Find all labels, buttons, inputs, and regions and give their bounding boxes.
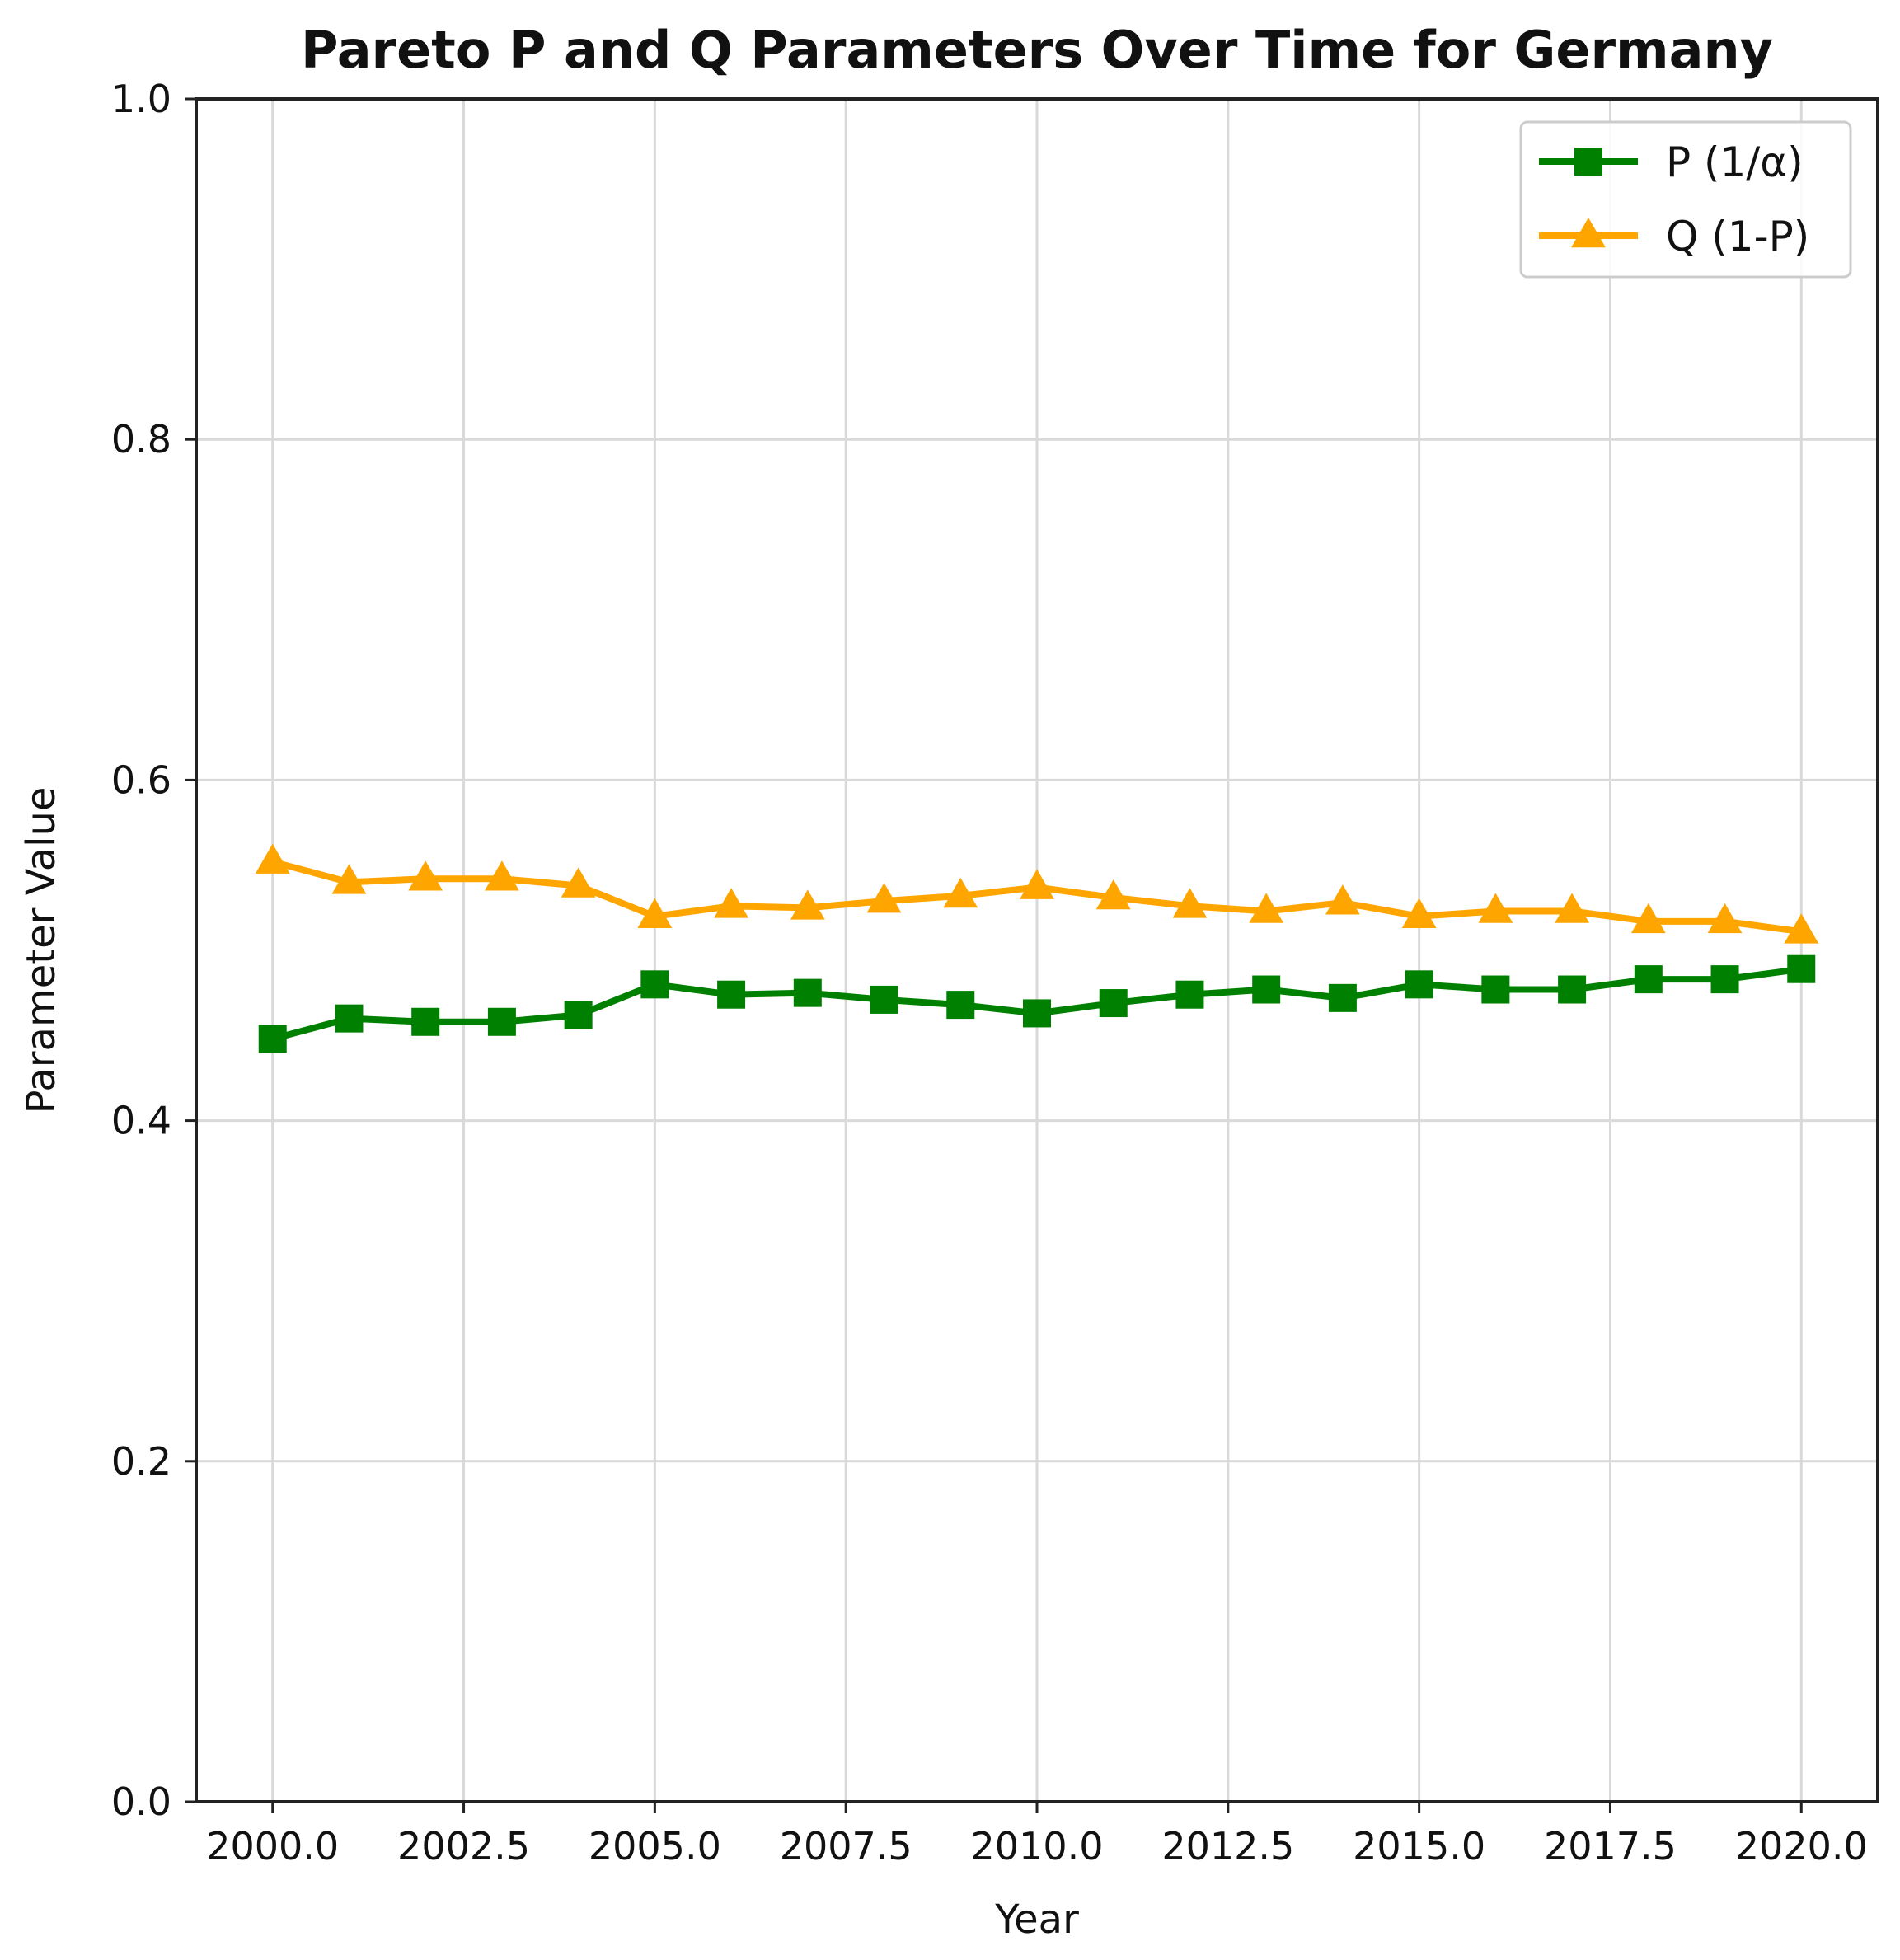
y-tick-label: 0.2 <box>111 1439 171 1484</box>
data-point <box>870 985 898 1014</box>
chart-title: Pareto P and Q Parameters Over Time for … <box>301 20 1773 80</box>
y-tick-label: 0.6 <box>111 757 171 802</box>
data-point <box>411 1007 440 1036</box>
x-tick-label: 2000.0 <box>206 1824 339 1869</box>
legend-item: P (1/α) <box>1539 138 1804 186</box>
data-point <box>1555 893 1589 923</box>
data-point <box>335 1004 364 1033</box>
data-point <box>943 877 978 908</box>
data-point <box>1023 999 1051 1028</box>
x-axis-label: Year <box>994 1897 1079 1943</box>
x-tick-label: 2002.5 <box>397 1824 530 1869</box>
x-tick-label: 2017.5 <box>1544 1824 1677 1869</box>
data-point <box>1787 954 1816 983</box>
ticks: 2000.0 2002.5 2005.0 2007.5 2010.0 2012.5 2015… <box>111 77 1868 1869</box>
data-point <box>1252 975 1281 1004</box>
data-point <box>866 883 902 913</box>
legend-label: Q (1-P) <box>1666 213 1809 260</box>
data-point <box>1707 903 1743 934</box>
data-point <box>1710 965 1739 994</box>
data-point <box>1325 884 1360 915</box>
y-axis-label: Parameter Value <box>18 787 64 1114</box>
data-point <box>1630 903 1666 934</box>
x-tick-label: 2012.5 <box>1161 1824 1294 1869</box>
x-tick-label: 2015.0 <box>1353 1824 1485 1869</box>
grid <box>196 97 1878 1803</box>
data-point <box>331 864 367 894</box>
data-point <box>1099 989 1128 1018</box>
data-point <box>714 888 748 918</box>
data-point <box>1558 975 1587 1004</box>
data-point <box>258 1025 287 1053</box>
data-point <box>561 867 596 898</box>
data-point <box>1328 983 1357 1012</box>
data-point <box>1401 898 1437 928</box>
y-tick-label: 0.4 <box>111 1099 171 1143</box>
data-point <box>564 1001 593 1029</box>
data-point <box>717 980 746 1009</box>
x-tick-label: 2020.0 <box>1735 1824 1868 1869</box>
data-point <box>946 991 975 1020</box>
data-point <box>1405 970 1433 999</box>
data-point <box>640 970 669 999</box>
data-point <box>487 1007 516 1036</box>
y-tick-label: 0.0 <box>111 1779 171 1824</box>
x-tick-label: 2005.0 <box>589 1824 721 1869</box>
series-q <box>255 843 1819 944</box>
x-tick-label: 2007.5 <box>780 1824 912 1869</box>
series-layer <box>255 843 1819 1053</box>
data-point <box>1095 879 1131 910</box>
data-point <box>1172 888 1208 918</box>
legend-item: Q (1-P) <box>1539 213 1809 260</box>
legend-marker <box>1574 148 1602 176</box>
y-tick-label: 1.0 <box>111 77 171 121</box>
data-point <box>793 978 822 1007</box>
x-tick-label: 2010.0 <box>971 1824 1104 1869</box>
data-point <box>637 898 673 928</box>
data-point <box>255 843 290 874</box>
legend-marker <box>1571 218 1606 248</box>
data-point <box>408 860 443 891</box>
legend-label: P (1/α) <box>1666 138 1804 186</box>
legend: P (1/α) Q (1-P) <box>1519 120 1852 279</box>
data-point <box>790 889 825 920</box>
data-point <box>1175 980 1204 1009</box>
data-point <box>1478 893 1513 923</box>
data-point <box>1249 893 1284 923</box>
data-point <box>1020 869 1054 899</box>
series-p <box>258 954 1816 1053</box>
data-point <box>485 860 519 891</box>
data-point <box>1481 975 1510 1004</box>
data-point <box>1784 913 1819 944</box>
data-point <box>1634 965 1663 994</box>
y-tick-label: 0.8 <box>111 417 171 462</box>
